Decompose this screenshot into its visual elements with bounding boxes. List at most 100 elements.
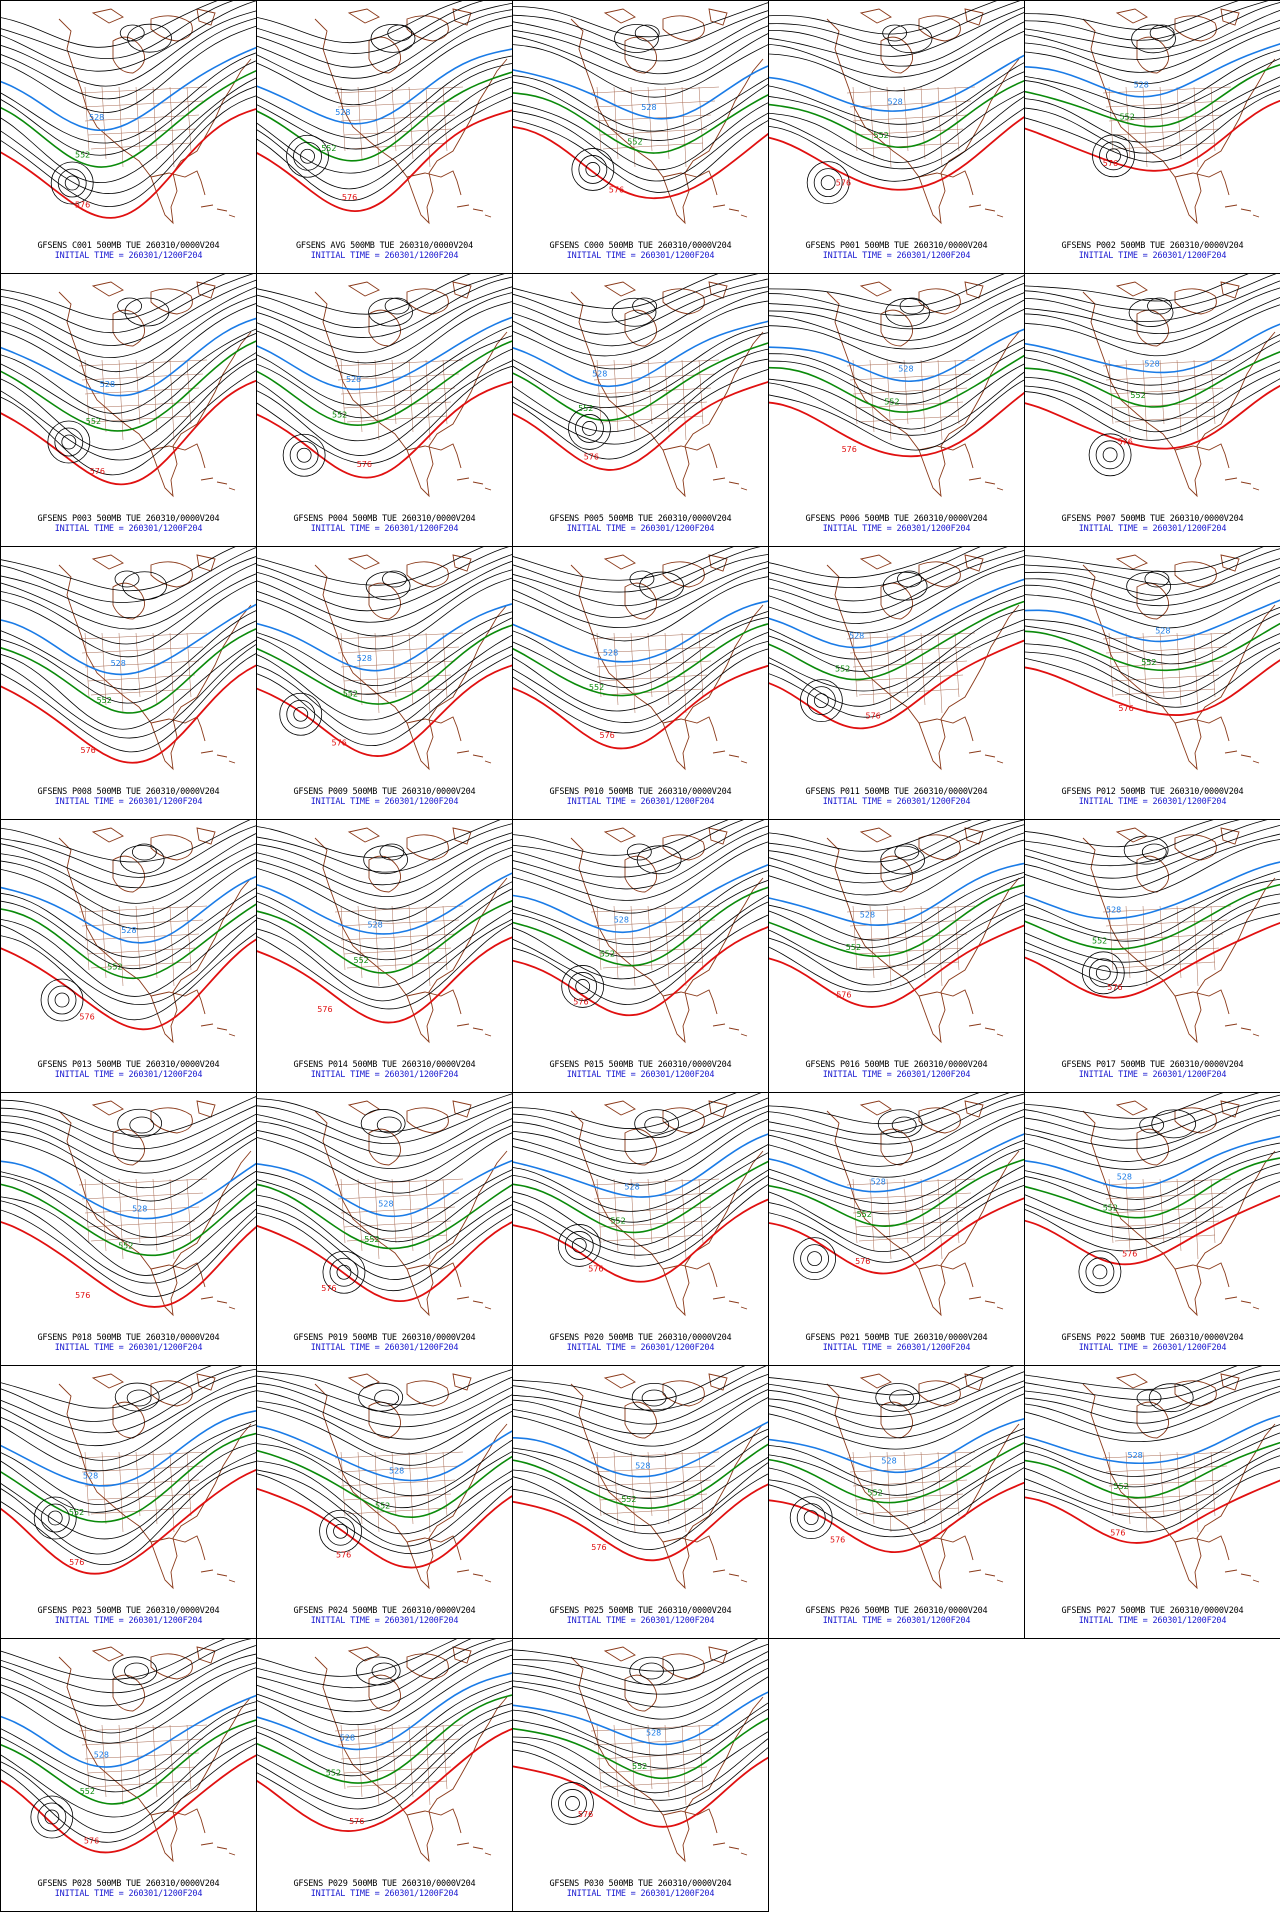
- political-boundaries-layer: [334, 905, 464, 987]
- political-boundaries-layer: [1102, 1178, 1232, 1260]
- ensemble-panel: 528 552 576 GFSENS P018 500MB TUE 260310/00…: [0, 1092, 257, 1366]
- contour-528-line: [1025, 861, 1280, 920]
- contour-label-528: 528: [132, 1205, 147, 1214]
- contour-lines-mid: [513, 75, 768, 141]
- panel-title: GFSENS P014 500MB TUE 260310/0000V204: [293, 1060, 476, 1070]
- ensemble-panel: 528 552 576 GFSENS P020 500MB TUE 260310/00…: [512, 1092, 769, 1366]
- political-boundaries-layer: [1102, 1451, 1232, 1533]
- panel-initial-time: INITIAL TIME = 260301/1200F204: [54, 251, 203, 261]
- contour-528-line: [257, 316, 512, 391]
- contour-label-552: 552: [857, 1210, 872, 1219]
- contour-576-line: [257, 380, 512, 479]
- contour-label-576: 576: [321, 1284, 336, 1293]
- contour-label-528: 528: [89, 113, 104, 122]
- height-contour-map: 528 552 576: [257, 547, 512, 771]
- cutoff-low-rings: [1092, 134, 1135, 178]
- height-contour-map: 528 552 576: [1, 1096, 256, 1317]
- contour-lines-mid: [769, 339, 1024, 405]
- contour-lines-mid: [1025, 1424, 1280, 1488]
- contour-label-576: 576: [584, 452, 599, 461]
- contour-576-line: [1025, 99, 1280, 172]
- contour-576-line: [513, 664, 768, 750]
- contour-label-528: 528: [646, 1728, 661, 1737]
- coastline-layer: [826, 8, 1020, 225]
- contour-lines-south: [1025, 1163, 1280, 1252]
- contour-552-line: [513, 342, 768, 422]
- contour-552-line: [1, 340, 256, 432]
- contour-528-line: [513, 1421, 768, 1478]
- height-contour-map: 528 552 576: [257, 1093, 512, 1317]
- contour-552-line: [1, 628, 256, 714]
- cutoff-low-rings: [571, 148, 615, 191]
- contour-576-line: [769, 924, 1024, 1008]
- contour-label-552: 552: [1114, 1482, 1129, 1491]
- contour-label-552: 552: [621, 1495, 636, 1504]
- panel-initial-time: INITIAL TIME = 260301/1200F204: [566, 1616, 715, 1626]
- cutoff-low-rings: [1088, 433, 1132, 477]
- contour-lines-south: [769, 609, 1024, 718]
- contour-label-576: 576: [336, 1551, 351, 1560]
- contour-label-552: 552: [1103, 1204, 1118, 1213]
- contour-lines-black: [257, 1369, 512, 1466]
- contour-528-line: [1025, 43, 1280, 98]
- contour-label-576: 576: [75, 1291, 90, 1300]
- height-contour-map: 528 552 576: [769, 820, 1024, 1044]
- ensemble-panel: 528 552 576 GFSENS P029 500MB TUE 260310/00…: [256, 1638, 513, 1912]
- contour-lines-south: [1025, 1447, 1280, 1533]
- contour-label-552: 552: [1130, 391, 1145, 400]
- contour-label-576: 576: [1107, 983, 1122, 992]
- contour-label-528: 528: [1128, 1451, 1143, 1460]
- contour-552-line: [769, 1158, 1024, 1227]
- contour-552-line: [513, 1717, 768, 1780]
- contour-576-line: [513, 926, 768, 1017]
- contour-lines-mid: [1, 1170, 256, 1246]
- cutoff-low-rings: [286, 134, 329, 178]
- contour-lines-south: [1, 77, 256, 207]
- contour-552-line: [257, 899, 512, 974]
- cutoff-low-rings: [33, 1496, 77, 1540]
- contour-lines-mid: [513, 870, 768, 958]
- contour-lines-black: [769, 1366, 1024, 1450]
- contour-528-line: [513, 1691, 768, 1746]
- cutoff-low-rings: [30, 1795, 74, 1839]
- political-boundaries-layer: [846, 905, 976, 987]
- political-boundaries-layer: [846, 1451, 976, 1533]
- contour-lines-mid: [513, 1702, 768, 1769]
- contour-576-line: [257, 664, 512, 757]
- contour-label-576: 576: [588, 1264, 603, 1273]
- contour-label-552: 552: [627, 137, 642, 146]
- panel-title: GFSENS P012 500MB TUE 260310/0000V204: [1061, 787, 1244, 797]
- contour-label-576: 576: [573, 998, 588, 1007]
- panel-initial-time: INITIAL TIME = 260301/1200F204: [566, 797, 715, 807]
- height-contour-map: 528 552 576: [257, 1, 512, 225]
- contour-lines-south: [1025, 361, 1280, 441]
- contour-label-528: 528: [100, 380, 115, 389]
- contour-552-line: [257, 1694, 512, 1784]
- political-boundaries-layer: [78, 1178, 208, 1260]
- contour-label-552: 552: [75, 150, 90, 159]
- contour-552-line: [769, 354, 1024, 413]
- contour-lines-south: [1, 639, 256, 753]
- contour-label-552: 552: [835, 664, 850, 673]
- contour-label-552: 552: [97, 696, 112, 705]
- panel-initial-time: INITIAL TIME = 260301/1200F204: [310, 797, 459, 807]
- contour-label-528: 528: [340, 1734, 355, 1743]
- coastline-layer: [314, 1100, 508, 1317]
- ensemble-panel: 528 552 576 GFSENS C001 500MB TUE 260310/00…: [0, 0, 257, 274]
- contour-label-576: 576: [349, 1817, 364, 1826]
- ensemble-panel: 528 552 576 GFSENS P006 500MB TUE 260310/00…: [768, 273, 1025, 547]
- contour-label-576: 576: [357, 460, 372, 469]
- contour-label-576: 576: [1118, 438, 1133, 447]
- contour-lines-black: [513, 547, 768, 642]
- ensemble-panel: 528 552 576 GFSENS P005 500MB TUE 260310/00…: [512, 273, 769, 547]
- panel-title: GFSENS P011 500MB TUE 260310/0000V204: [805, 787, 988, 797]
- panel-title: GFSENS P027 500MB TUE 260310/0000V204: [1061, 1606, 1244, 1616]
- contour-label-576: 576: [855, 1257, 870, 1266]
- ensemble-panel: 528 552 576 GFSENS P025 500MB TUE 260310/00…: [512, 1365, 769, 1639]
- contour-528-line: [1025, 323, 1280, 374]
- contour-label-552: 552: [867, 1489, 882, 1498]
- contour-lines-south: [257, 634, 512, 747]
- political-boundaries-layer: [846, 359, 976, 441]
- cutoff-low-rings: [322, 1250, 366, 1294]
